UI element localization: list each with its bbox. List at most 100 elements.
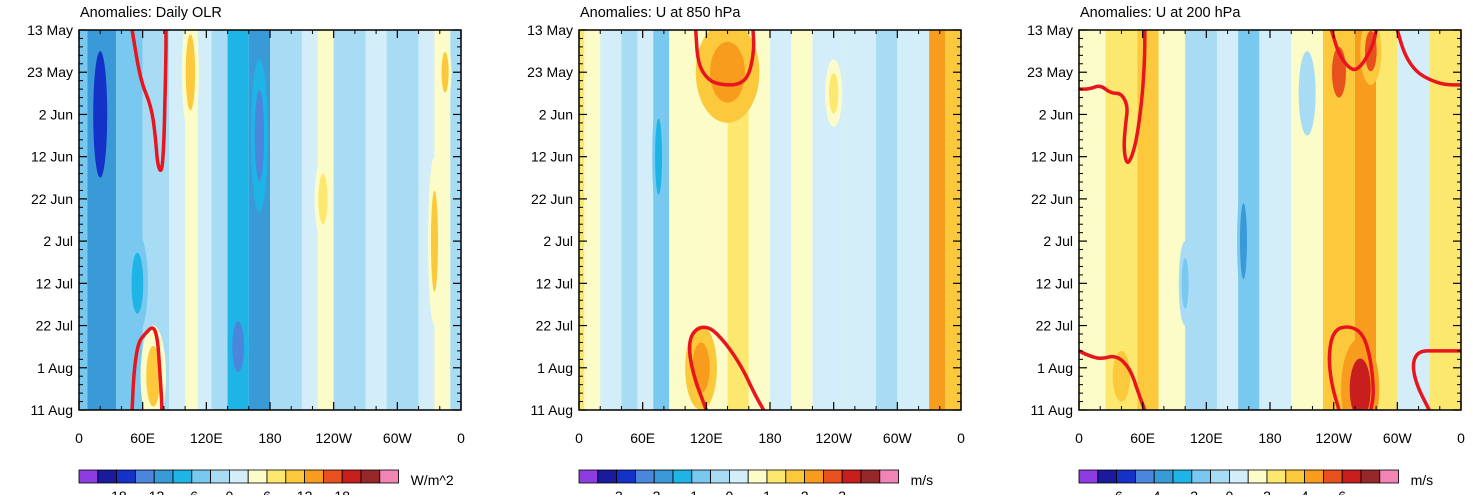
x-tick-label: 0: [1075, 430, 1083, 446]
significance-contour-1: [693, 30, 756, 87]
colorbar-label: 1: [763, 488, 771, 495]
colorbar-swatch: [1191, 469, 1212, 484]
anomaly-band-6: [653, 30, 670, 410]
colorbar-swatch: [1078, 469, 1099, 484]
x-tick-label: 60E: [130, 430, 155, 446]
colorbar: -18 -12 -6 0 6 12 18 W/m^2: [78, 469, 454, 500]
y-tick-label: 2 Jun: [539, 106, 573, 122]
colorbar-label: -12: [144, 488, 164, 495]
x-tick-label: 180: [1258, 430, 1282, 446]
colorbar-swatch: [1097, 469, 1118, 484]
anomaly-band-1: [1079, 30, 1106, 410]
anomaly-cell-core-8: [430, 190, 438, 292]
colorbar-swatch: [1379, 469, 1400, 484]
colorbar-label: -6: [186, 488, 199, 495]
colorbar-swatch: [860, 469, 881, 484]
panel-2: Anomalies: U at 850 hPa 13 May 23 May 2 Jun…: [527, 5, 965, 500]
colorbar-label: 2: [801, 488, 809, 495]
anomaly-band-15: [365, 30, 387, 410]
colorbar-swatch: [1135, 469, 1155, 484]
colorbar-label: 0: [1226, 488, 1234, 495]
x-tick-label: 120W: [315, 430, 352, 446]
y-tick-label: 22 Jun: [1031, 191, 1073, 207]
significance-contour-6: [1411, 349, 1461, 410]
colorbar-label: -18: [106, 488, 126, 495]
colorbar-swatch: [1323, 469, 1343, 484]
colorbar-label: 4: [1301, 488, 1309, 495]
anomaly-band-8: [1259, 30, 1292, 410]
anomaly-band-14: [1429, 30, 1461, 410]
colorbar-label: 18: [334, 488, 350, 495]
anomaly-band-11: [770, 30, 792, 410]
colorbar-swatch: [578, 469, 599, 484]
anomaly-band-19: [450, 30, 461, 410]
y-tick-label: 2 Jul: [1043, 233, 1073, 249]
colorbar-swatch: [1285, 469, 1306, 484]
colorbar-swatch: [322, 469, 343, 484]
anomaly-band-3: [116, 30, 143, 410]
y-tick-label: 12 Jul: [36, 275, 73, 291]
anomaly-cell-core-1: [710, 41, 746, 103]
anomaly-cell-core-7: [1302, 68, 1312, 119]
colorbar-swatch: [691, 469, 711, 484]
anomaly-band-18: [434, 30, 451, 410]
x-tick-label: 120W: [815, 430, 852, 446]
colorbar-swatch: [747, 469, 768, 484]
colorbar-swatch: [304, 469, 324, 484]
colorbar-swatch: [1360, 469, 1381, 484]
anomaly-field: [579, 30, 961, 410]
colorbar-label: 6: [1338, 488, 1346, 495]
anomaly-band-9: [727, 30, 749, 410]
colorbar-swatch: [153, 469, 174, 484]
colorbar-swatch: [729, 469, 749, 484]
y-tick-label: 1 Aug: [37, 360, 73, 376]
colorbar-label: -6: [1110, 488, 1123, 495]
y-tick-label: 22 Jun: [31, 191, 73, 207]
y-tick-label: 11 Aug: [530, 402, 573, 418]
panel-3: Anomalies: U at 200 hPa 13 May 23 May 2 Jun…: [1027, 5, 1465, 500]
anomaly-band-4: [1158, 30, 1186, 410]
colorbar-swatch: [635, 469, 655, 484]
colorbar: -3 -2 -1 0 1 2 3 m/s: [578, 469, 934, 500]
anomaly-band-7: [197, 30, 212, 410]
colorbar-swatch: [266, 469, 287, 484]
colorbar-label: 0: [726, 488, 734, 495]
colorbar-swatch: [97, 469, 118, 484]
colorbar-label: -2: [1186, 488, 1199, 495]
anomaly-cell-core-6: [1181, 258, 1189, 309]
y-tick-label: 22 Jun: [531, 191, 573, 207]
colorbar-units: m/s: [1411, 472, 1434, 488]
anomaly-cell-core-1: [1349, 358, 1371, 410]
anomaly-band-15: [876, 30, 898, 410]
anomaly-band-12: [1376, 30, 1398, 410]
y-tick-label: 12 Jun: [1031, 149, 1073, 165]
colorbar-label: 3: [838, 488, 846, 495]
anomaly-band-4: [621, 30, 638, 410]
colorbar-swatch: [597, 469, 617, 484]
colorbar-units: W/m^2: [411, 472, 454, 488]
x-tick-label: 120W: [1315, 430, 1352, 446]
colorbar-swatch: [823, 469, 843, 484]
anomaly-band-6: [1216, 30, 1239, 410]
colorbar-swatch: [879, 469, 899, 484]
colorbar-swatch: [228, 469, 249, 484]
panel-1: Anomalies: Daily OLR 13 May 23 May 2 Jun 12 …: [27, 5, 465, 500]
y-tick-label: 11 Aug: [30, 402, 73, 418]
colorbar-units: m/s: [911, 472, 934, 488]
colorbar-label: 0: [226, 488, 234, 495]
y-tick-label: 12 Jun: [531, 149, 573, 165]
anomaly-band-10: [748, 30, 770, 410]
colorbar-swatch: [710, 469, 730, 484]
colorbar-swatch: [766, 469, 787, 484]
x-tick-label: 120E: [1190, 430, 1223, 446]
colorbar-swatch: [116, 469, 136, 484]
colorbar-swatch: [191, 469, 212, 484]
significance-contour-4: [1395, 30, 1461, 87]
colorbar-swatch: [672, 469, 693, 484]
colorbar-swatch: [1153, 469, 1174, 484]
anomaly-band-3: [1137, 30, 1159, 410]
y-tick-label: 22 Jul: [1036, 318, 1073, 334]
significance-contour-1: [1079, 30, 1147, 165]
colorbar-swatch: [1116, 469, 1136, 484]
anomaly-band-16: [386, 30, 419, 410]
